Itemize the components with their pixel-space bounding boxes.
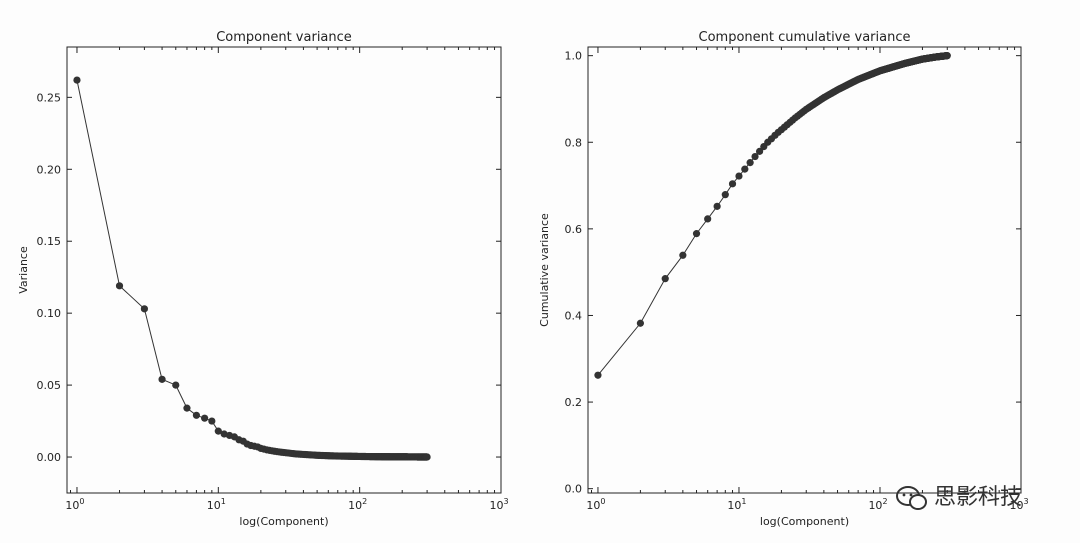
x-tick-label: 103 (489, 497, 508, 512)
y-tick-label: 0.25 (37, 91, 62, 104)
data-point (735, 172, 743, 180)
data-point (208, 417, 216, 425)
y-tick-label: 0.6 (565, 223, 583, 236)
x-axis-label: log(Component) (760, 515, 849, 528)
data-point (713, 202, 721, 210)
data-point (201, 414, 209, 422)
data-point (751, 152, 759, 161)
data-point (183, 404, 191, 412)
data-point (661, 275, 669, 283)
data-point (140, 305, 149, 313)
y-tick-label: 0.4 (565, 309, 583, 322)
data-point (115, 282, 124, 290)
y-tick-label: 0.05 (37, 379, 62, 392)
x-tick-label: 102 (868, 497, 887, 512)
data-point (755, 147, 764, 155)
wechat-icon (896, 486, 927, 510)
y-tick-label: 0.00 (37, 451, 62, 464)
data-point (214, 427, 222, 435)
data-point (594, 371, 602, 379)
data-point (721, 191, 729, 199)
y-tick-label: 0.0 (565, 483, 583, 496)
watermark-text: 思影科技 (934, 485, 1022, 510)
data-point (692, 230, 701, 238)
x-tick-label: 100 (65, 497, 84, 512)
data-point (192, 411, 201, 419)
data-point (423, 453, 431, 461)
y-tick-label: 0.10 (37, 307, 62, 320)
data-point (728, 180, 737, 188)
data-point (158, 375, 166, 383)
y-axis-label: Variance (17, 246, 30, 294)
y-tick-label: 0.20 (37, 163, 62, 176)
data-point (73, 76, 81, 84)
y-tick-label: 0.2 (565, 396, 583, 409)
data-point (746, 159, 754, 167)
plot-area (587, 46, 1022, 494)
variance-chart: Component variance log(Component) Varian… (17, 30, 509, 528)
x-tick-label: 101 (727, 497, 746, 512)
cumulative-variance-chart: Component cumulative variance log(Compon… (538, 30, 1029, 528)
data-point (636, 319, 645, 327)
chart-title: Component cumulative variance (699, 30, 911, 45)
data-point (679, 251, 687, 259)
x-tick-label: 101 (207, 497, 226, 512)
plot-area (66, 46, 502, 494)
x-axis-label: log(Component) (239, 515, 328, 528)
x-tick-label: 100 (586, 497, 605, 512)
data-point (172, 381, 180, 389)
data-point (704, 215, 712, 223)
data-point (741, 165, 749, 173)
y-axis-label: Cumulative variance (538, 213, 551, 327)
x-tick-label: 102 (348, 497, 367, 512)
y-tick-label: 1.0 (565, 50, 583, 63)
watermark: 思影科技 (896, 485, 1022, 510)
y-tick-label: 0.15 (37, 235, 62, 248)
y-tick-label: 0.8 (565, 136, 583, 149)
chart-title: Component variance (216, 30, 352, 45)
data-point (943, 52, 951, 60)
